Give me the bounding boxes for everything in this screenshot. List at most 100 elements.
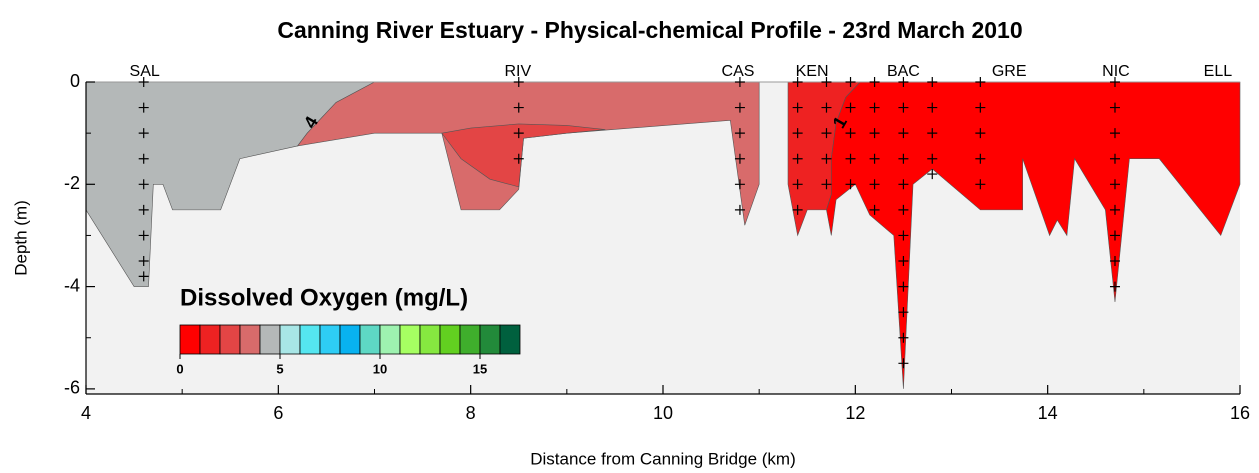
colorbar-swatch [459,324,481,355]
sample-point [138,204,149,215]
sample-point [898,128,909,139]
colorbar-swatch [239,324,261,355]
sample-point [898,102,909,113]
sample-point [792,77,803,87]
colorbar-swatch [439,324,461,355]
contour-region [296,81,760,226]
sample-point [138,179,149,190]
x-axis-label: Distance from Canning Bridge (km) [530,449,795,468]
sample-point [927,128,938,139]
sample-point [898,153,909,164]
sample-point [138,77,149,87]
sample-point [869,102,880,113]
sample-point [513,102,524,113]
colorbar-swatch [179,324,201,355]
sample-point [138,271,149,282]
sample-point [821,102,832,113]
sample-point [927,77,938,87]
x-tick-label: 6 [273,403,283,423]
colorbar-swatch [299,324,321,355]
sample-point [734,102,745,113]
y-tick-label: -2 [64,173,80,193]
y-axis-label: Depth (m) [11,200,30,276]
sample-point [138,230,149,241]
sample-point [1109,179,1120,190]
station-label: SAL [130,63,160,80]
sample-point [898,256,909,267]
station-label: GRE [992,63,1027,80]
sample-point [898,332,909,343]
sample-point [898,179,909,190]
colorbar-swatch [219,324,241,355]
colorbar-tick-label: 15 [473,361,487,376]
sample-point [845,102,856,113]
sample-point [1109,281,1120,292]
x-tick-label: 16 [1230,403,1250,423]
sample-point [898,204,909,215]
sample-point [513,77,524,87]
colorbar-swatch [499,324,521,355]
sample-point [1109,153,1120,164]
sample-point [792,179,803,190]
sample-point [513,128,524,139]
sample-point [734,204,745,215]
x-tick-label: 14 [1038,403,1058,423]
sample-point [513,153,524,164]
sample-point [138,153,149,164]
sample-point [975,102,986,113]
station-label: NIC [1102,63,1130,80]
colorbar-swatch [379,324,401,355]
colorbar-swatch [479,324,501,355]
sample-point [138,102,149,113]
sample-point [975,128,986,139]
sample-point [869,77,880,87]
sample-point [927,102,938,113]
sample-point [734,153,745,164]
sample-point [821,77,832,87]
sample-point [1109,256,1120,267]
colorbar-swatch [399,324,421,355]
sample-point [734,179,745,190]
sample-point [845,153,856,164]
sample-point [927,153,938,164]
colorbar-swatch [199,324,221,355]
sample-point [975,179,986,190]
sample-point [869,153,880,164]
colorbar-swatch [419,324,441,355]
sample-point [898,281,909,292]
sample-point [898,77,909,87]
sample-point [821,179,832,190]
x-tick-label: 10 [653,403,673,423]
sample-point [1109,102,1120,113]
sample-point [898,358,909,369]
sample-point [792,153,803,164]
station-label: KEN [796,63,829,80]
sample-point [792,128,803,139]
y-tick-label: -4 [64,275,80,295]
x-tick-label: 8 [466,403,476,423]
sample-point [927,169,938,180]
sample-point [975,77,986,87]
contour-region [441,123,606,188]
sample-point [869,204,880,215]
sample-point [845,179,856,190]
x-tick-label: 4 [81,403,91,423]
colorbar-swatch [279,324,301,355]
sample-point [1109,204,1120,215]
colorbar-title: Dissolved Oxygen (mg/L) [180,284,468,311]
sample-point [138,128,149,139]
station-label: ELL [1204,63,1233,80]
colorbar-swatch [319,324,341,355]
y-tick-label: -6 [64,378,80,398]
sample-point [792,102,803,113]
sample-point [869,128,880,139]
colorbar-tick-label: 5 [276,361,283,376]
station-label: CAS [722,63,755,80]
sample-point [898,307,909,318]
sample-point [845,128,856,139]
colorbar-tick-label: 0 [176,361,183,376]
sample-point [792,204,803,215]
sample-point [869,179,880,190]
colorbar-swatch [259,324,281,355]
